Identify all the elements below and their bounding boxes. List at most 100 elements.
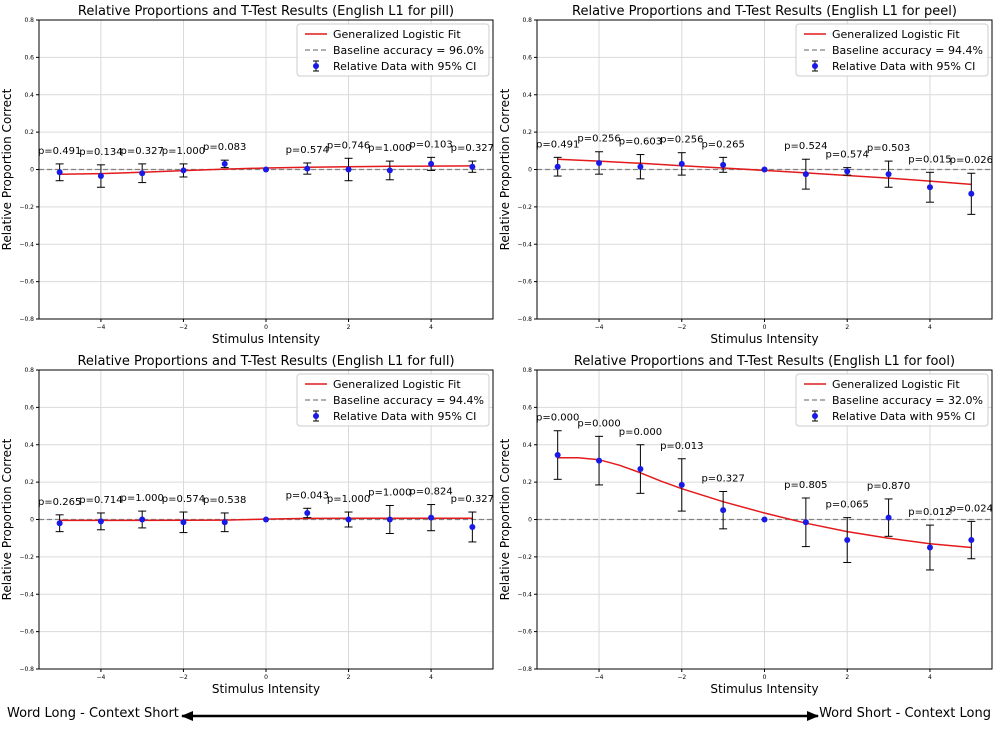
p-value-label: p=0.870: [867, 481, 910, 492]
p-value-label: p=0.491: [536, 139, 579, 150]
data-point: [844, 537, 851, 544]
p-value-label: p=1.000: [162, 146, 205, 157]
p-value-label: p=0.538: [203, 495, 246, 506]
x-tick-label: −2: [179, 674, 188, 681]
p-value-label: p=1.000: [121, 493, 164, 504]
p-value-label: p=0.134: [79, 147, 122, 158]
p-value-label: p=0.083: [203, 142, 246, 153]
y-tick-label: 0.2: [24, 129, 34, 136]
legend-baseline-label: Baseline accuracy = 94.4%: [832, 44, 983, 57]
y-tick-label: −0.8: [19, 316, 34, 323]
p-value-label: p=0.824: [409, 487, 452, 498]
data-point: [386, 516, 393, 523]
x-tick-label: −2: [677, 324, 686, 331]
p-value-label: p=1.000: [368, 143, 411, 154]
y-tick-label: −0.8: [19, 666, 34, 673]
p-value-label: p=0.491: [38, 146, 81, 157]
x-tick-label: 0: [763, 324, 767, 331]
data-point: [802, 519, 809, 526]
y-tick-label: −0.2: [517, 554, 532, 561]
p-value-label: p=0.000: [619, 427, 662, 438]
y-tick-label: −0.2: [19, 554, 34, 561]
data-point: [221, 160, 228, 167]
data-point: [968, 190, 975, 197]
p-value-label: p=0.603: [619, 137, 662, 148]
data-point: [926, 544, 933, 551]
y-tick-label: −0.4: [517, 241, 532, 248]
legend: Generalized Logistic Fit Baseline accurac…: [795, 373, 989, 427]
p-value-label: p=0.000: [577, 418, 620, 429]
p-value-label: p=0.327: [451, 494, 494, 505]
data-point: [596, 457, 603, 464]
y-axis-label: Relative Proportion Correct: [0, 438, 14, 600]
data-point: [761, 516, 768, 523]
data-point: [56, 169, 63, 176]
p-value-label: p=0.265: [701, 139, 744, 150]
legend-box: [795, 23, 989, 77]
data-point: [678, 481, 685, 488]
p-value-label: p=0.503: [867, 143, 910, 154]
x-tick-label: −4: [595, 674, 604, 681]
y-tick-label: −0.2: [517, 204, 532, 211]
y-tick-label: 0.4: [24, 442, 34, 449]
p-value-label: p=0.256: [577, 134, 620, 145]
data-point: [554, 452, 561, 459]
y-tick-label: 0.6: [522, 404, 532, 411]
p-value-label: p=1.000: [368, 487, 411, 498]
p-value-label: p=0.524: [784, 141, 827, 152]
data-point: [97, 173, 104, 180]
data-point: [97, 518, 104, 525]
x-tick-label: −4: [595, 324, 604, 331]
y-tick-label: −0.6: [517, 629, 532, 636]
y-tick-label: 0.4: [522, 442, 532, 449]
y-tick-label: 0.2: [522, 129, 532, 136]
y-tick-label: 0: [528, 167, 532, 174]
y-tick-label: −0.6: [517, 279, 532, 286]
y-tick-label: −0.2: [19, 204, 34, 211]
chart-title: Relative Proportions and T-Test Results …: [572, 4, 957, 19]
data-point: [428, 160, 435, 167]
x-tick-label: 4: [429, 674, 433, 681]
y-tick-label: −0.6: [19, 629, 34, 636]
y-tick-label: 0: [30, 167, 34, 174]
x-tick-label: −2: [677, 674, 686, 681]
x-axis-label: Stimulus Intensity: [710, 682, 818, 696]
x-axis-label: Stimulus Intensity: [710, 332, 818, 346]
legend-fit-label: Generalized Logistic Fit: [333, 378, 461, 391]
data-point: [56, 520, 63, 527]
x-tick-label: 2: [347, 674, 351, 681]
y-tick-label: −0.8: [517, 316, 532, 323]
y-tick-label: 0.6: [522, 54, 532, 61]
y-tick-label: 0.4: [24, 92, 34, 99]
chart-panel: p=0.000p=0.000p=0.000p=0.013p=0.327p=0.8…: [498, 354, 993, 696]
p-value-label: p=0.574: [826, 150, 869, 161]
p-value-label: p=0.574: [286, 145, 329, 156]
data-point: [596, 159, 603, 166]
x-tick-label: 0: [264, 324, 268, 331]
y-axis-label: Relative Proportion Correct: [498, 438, 512, 600]
data-point: [926, 184, 933, 191]
x-axis-label: Stimulus Intensity: [212, 682, 320, 696]
p-value-label: p=0.024: [950, 503, 993, 514]
p-value-label: p=0.103: [409, 139, 452, 150]
data-point: [304, 165, 311, 172]
data-point: [263, 166, 269, 173]
y-axis-label: Relative Proportion Correct: [0, 88, 14, 250]
p-value-label: p=0.012: [908, 507, 951, 518]
data-point: [761, 166, 768, 173]
data-point: [802, 171, 809, 178]
legend-fit-label: Generalized Logistic Fit: [333, 28, 461, 41]
p-value-label: p=0.026: [950, 155, 993, 166]
data-point: [221, 519, 228, 526]
legend-baseline-label: Baseline accuracy = 94.4%: [333, 394, 484, 407]
x-tick-label: 4: [928, 674, 932, 681]
x-tick-label: −4: [96, 324, 105, 331]
y-tick-label: −0.8: [517, 666, 532, 673]
right-direction-label: Word Short - Context Long: [819, 706, 991, 721]
chart-title: Relative Proportions and T-Test Results …: [77, 354, 454, 369]
data-point: [180, 519, 187, 526]
